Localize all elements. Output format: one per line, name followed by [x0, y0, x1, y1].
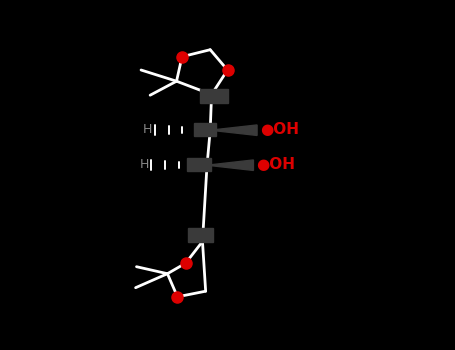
Bar [194, 123, 216, 135]
Text: ●OH: ●OH [260, 122, 299, 137]
Point [224, 67, 231, 73]
Text: H: H [143, 123, 152, 136]
Polygon shape [210, 125, 257, 135]
Point [174, 294, 181, 300]
Bar [200, 89, 228, 103]
Point [182, 260, 189, 266]
Bar [187, 228, 213, 242]
Text: H: H [139, 158, 149, 171]
Text: ●OH: ●OH [257, 157, 296, 172]
Polygon shape [207, 160, 253, 170]
Bar [187, 158, 211, 171]
Point [178, 54, 186, 60]
